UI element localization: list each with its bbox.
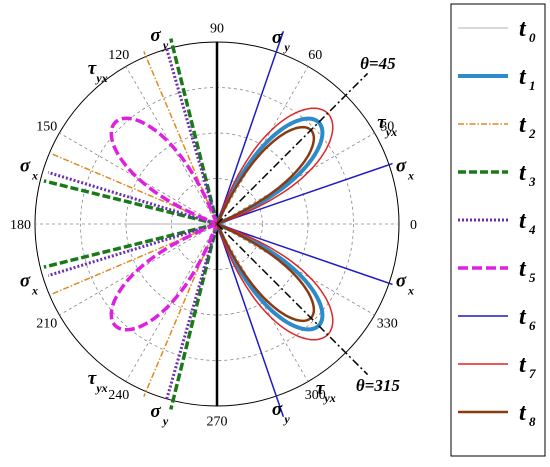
series-t3-trace	[43, 222, 218, 269]
stress-annotation: σ	[150, 25, 161, 46]
legend-sublabel-t1: 1	[529, 78, 536, 93]
series-t6-trace	[216, 162, 393, 225]
angle-tick-label: 30	[380, 120, 394, 135]
reference-line	[216, 72, 369, 225]
series-t4-trace	[47, 170, 218, 226]
legend-sublabel-t3: 3	[528, 174, 536, 189]
angle-tick-label: 330	[377, 316, 398, 331]
angle-tick-label: 150	[36, 120, 57, 135]
stress-annotation: σ	[272, 399, 283, 420]
legend-label-t2: t	[519, 112, 527, 138]
stress-annotation: σ	[396, 156, 407, 177]
series-t3-trace	[169, 223, 219, 410]
grid-spoke	[59, 132, 218, 225]
stress-annotation-subscript: x	[407, 169, 414, 183]
legend-sublabel-t5: 5	[529, 270, 536, 285]
legend-label-t1: t	[519, 64, 527, 90]
series-t3-trace	[43, 179, 218, 226]
stress-annotation-subscript: y	[282, 412, 290, 426]
stress-annotation-subscript: yx	[384, 125, 397, 139]
legend-sublabel-t8: 8	[529, 414, 536, 429]
angle-tick-label: 270	[207, 415, 228, 430]
series-t3-trace	[169, 38, 219, 225]
series-t6-trace	[216, 223, 393, 286]
stress-annotation-subscript: x	[31, 169, 38, 183]
series-t5-trace	[109, 220, 221, 332]
series-t5-trace	[109, 116, 221, 228]
angle-tick-label: 90	[210, 21, 224, 36]
angle-tick-label: 180	[10, 218, 31, 233]
legend-sublabel-t7: 7	[529, 366, 536, 381]
series-t2-trace	[50, 152, 218, 225]
legend-sublabel-t2: 2	[528, 126, 536, 141]
angle-tick-label: 210	[36, 316, 57, 331]
series-t4-trace	[47, 222, 218, 278]
stress-annotation: τ	[316, 378, 325, 399]
legend-sublabel-t4: 4	[528, 222, 536, 237]
reference-line-label: θ=45	[360, 54, 396, 73]
legend-label-t8: t	[519, 400, 527, 426]
stress-annotation: σ	[20, 270, 31, 291]
legend-label-t4: t	[519, 208, 527, 234]
series-layer	[43, 31, 393, 417]
legend-sublabel-t0: 0	[529, 30, 536, 45]
legend-label-t6: t	[519, 304, 527, 330]
stress-annotation: σ	[396, 270, 407, 291]
stress-annotation-subscript: yx	[94, 381, 107, 395]
series-t6-trace	[216, 223, 285, 417]
series-t2-trace	[50, 223, 218, 296]
reference-line-label: θ=315	[356, 376, 401, 395]
series-t6-trace	[216, 31, 285, 225]
stress-annotation-subscript: yx	[322, 391, 335, 405]
stress-annotation: τ	[88, 58, 97, 79]
stress-annotation-subscript: y	[282, 40, 290, 54]
stress-annotation: τ	[377, 112, 386, 133]
angle-tick-label: 300	[305, 388, 326, 403]
angle-tick-label: 0	[410, 218, 417, 233]
stress-annotation-subscript: yx	[94, 71, 107, 85]
stress-annotation: σ	[20, 156, 31, 177]
angle-tick-label: 120	[108, 48, 129, 63]
legend-label-t3: t	[519, 160, 527, 186]
legend-label-t0: t	[519, 16, 527, 42]
stress-annotation: σ	[150, 401, 161, 422]
angle-tick-label: 60	[308, 48, 322, 63]
reference-line	[216, 223, 369, 376]
legend-label-t7: t	[519, 352, 527, 378]
series-t1-trace	[213, 220, 325, 332]
legend-sublabel-t6: 6	[529, 318, 536, 333]
series-t1-trace	[213, 116, 325, 228]
legend-label-t5: t	[519, 256, 527, 282]
legend: t 0t 1t 2t 3t 4t 5t 6t 7t 8	[450, 3, 546, 457]
stress-annotation-subscript: x	[31, 283, 38, 297]
legend-box	[450, 3, 546, 457]
stress-annotation-subscript: y	[161, 38, 169, 52]
grid-circle	[171, 178, 263, 270]
angle-tick-label: 240	[108, 388, 129, 403]
stress-annotation-subscript: y	[161, 414, 169, 428]
grid-spoke	[125, 223, 218, 382]
stress-annotation-subscript: x	[407, 283, 414, 297]
stress-annotation: σ	[272, 27, 283, 48]
stress-annotation: τ	[88, 368, 97, 389]
